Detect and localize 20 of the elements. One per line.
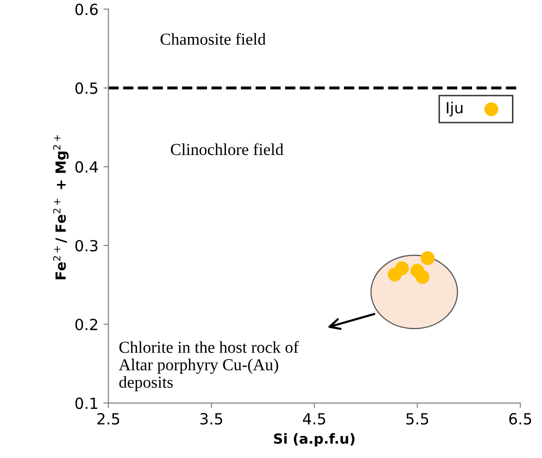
y-tick-label: 0.3 [75, 240, 98, 252]
point [420, 251, 435, 265]
legend-label: Iju [446, 102, 462, 116]
y-tick-label: 0.2 [75, 318, 98, 330]
annotation: Clinochlore field [170, 143, 284, 156]
x-tick-label: 2.5 [97, 413, 120, 425]
y-tick-label: 0.5 [75, 82, 98, 94]
x-axis-title: Si (a.p.f.u) [274, 433, 354, 447]
annotation: Chlorite in the host rock of Altar porphyry Cu-(Au) deposits [118, 341, 299, 392]
annotation: Chamosite field [160, 32, 266, 45]
x-tick-label: 4.5 [302, 413, 326, 425]
y-tick-label: 0.4 [75, 161, 98, 173]
point [410, 264, 424, 278]
x-tick-label: 3.5 [200, 413, 222, 425]
x-tick-label: 6.5 [509, 413, 532, 425]
point [394, 261, 409, 276]
y-axis-title: Fe$^{2+}$/ Fe$^{2+}$ + Mg$^{2+}$ [53, 135, 69, 280]
x-tick-label: 5.5 [406, 413, 428, 425]
y-tick-label: 0.1 [75, 398, 98, 410]
y-tick-label: 0.6 [75, 4, 98, 16]
